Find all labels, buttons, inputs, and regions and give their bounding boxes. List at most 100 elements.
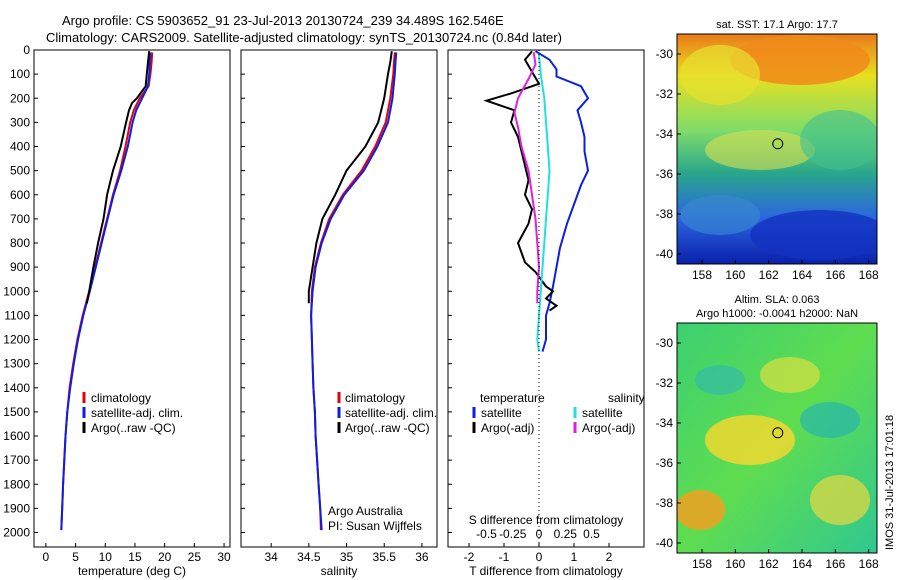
s-axis-label: S difference from climatology (469, 513, 624, 527)
s-tick-label: -0.25 (499, 527, 527, 541)
map-title: sat. SST: 17.1 Argo: 17.7 (716, 19, 838, 31)
y-tick-label: -40 (656, 247, 674, 261)
x-tick-label: 160 (725, 268, 745, 282)
temperature-chart: 0100200300400500600700800900100011001200… (3, 43, 231, 578)
y-tick-label: 0 (23, 43, 30, 57)
sst-cold-patch (680, 195, 760, 235)
legend-label: satellite-adj. clim. (91, 406, 183, 420)
float-marker (772, 138, 784, 150)
x-tick-label: 5 (72, 550, 79, 564)
y-tick-label: 600 (10, 188, 30, 202)
y-tick-label: 300 (10, 115, 30, 129)
salinity-axes (240, 49, 438, 548)
x-tick-label: 164 (792, 268, 812, 282)
y-tick-label: 100 (10, 67, 30, 81)
x-tick-label: 158 (692, 268, 712, 282)
y-tick-label: -36 (656, 456, 674, 470)
x-tick-label: 0 (536, 550, 543, 564)
figure-title-line2: Climatology: CARS2009. Satellite-adjuste… (46, 30, 562, 45)
legend-label: satellite (582, 406, 623, 420)
annotation: PI: Susan Wijffels (328, 519, 422, 533)
y-tick-label: 1500 (3, 405, 30, 419)
y-tick-label: -40 (656, 536, 674, 550)
y-tick-label: -30 (656, 47, 674, 61)
y-tick-label: -36 (656, 167, 674, 181)
legend-label: satellite (481, 406, 522, 420)
x-tick-label: 36 (415, 550, 429, 564)
y-tick-label: 1200 (3, 333, 30, 347)
series-line (483, 50, 559, 312)
legend-title: salinity (608, 391, 645, 405)
y-tick-label: -38 (656, 496, 674, 510)
x-tick-label: 162 (759, 268, 779, 282)
sla-map: 158 160 162 164 166 168 -30 -32 -34 -36 -38 -40 Alti… (656, 294, 879, 571)
legend-label: Argo(..raw -QC) (91, 421, 176, 435)
s-tick-label: 0.5 (583, 527, 600, 541)
sst-green-patch (800, 110, 877, 170)
x-tick-label: 162 (759, 557, 779, 571)
x-tick-label: 10 (99, 550, 113, 564)
series-line (307, 51, 393, 304)
x-tick-label: 2 (606, 550, 613, 564)
sla-map-axes: 158 160 162 164 166 168 -30 -32 -34 -36 -38 -40 Alti… (656, 294, 879, 571)
x-tick-label: 20 (158, 550, 172, 564)
x-tick-label: 0 (43, 550, 50, 564)
series-line (310, 52, 396, 531)
series-line (85, 51, 151, 304)
sst-mid-patch (705, 130, 815, 170)
x-tick-label: 158 (692, 557, 712, 571)
legend-label: satellite-adj. clim. (345, 406, 437, 420)
series-line (534, 50, 590, 352)
x-tick-label: 168 (859, 557, 879, 571)
x-tick-label: 30 (217, 550, 231, 564)
sla-low-patch (800, 402, 860, 438)
y-tick-label: -38 (656, 207, 674, 221)
series-line (310, 52, 398, 531)
y-tick-label: 200 (10, 91, 30, 105)
y-tick-label: 800 (10, 236, 30, 250)
x-tick-label: 25 (188, 550, 202, 564)
sla-low-patch (695, 365, 745, 395)
legend-label: Argo(..raw -QC) (345, 421, 430, 435)
y-tick-label: -30 (656, 336, 674, 350)
series-line (60, 52, 154, 531)
x-tick-label: 1 (571, 550, 578, 564)
series-line (513, 52, 541, 304)
x-tick-label: 35.5 (373, 550, 397, 564)
x-tick-label: 160 (725, 557, 745, 571)
legend-label: Argo(-adj) (481, 421, 534, 435)
y-tick-label: 1300 (3, 357, 30, 371)
y-tick-label: 1100 (4, 308, 30, 322)
x-tick-label: 35 (340, 550, 354, 564)
y-tick-label: 500 (10, 164, 30, 178)
y-tick-label: -32 (656, 376, 674, 390)
x-tick-label: -2 (464, 550, 475, 564)
x-tick-label: 166 (825, 557, 845, 571)
series-line (60, 52, 152, 531)
x-axis-label: salinity (321, 564, 358, 578)
salinity-chart: 34 34.5 35 35.5 36 salinity climatologysatelli… (241, 49, 437, 578)
sla-high-patch (760, 357, 820, 393)
annotation: Argo Australia (328, 504, 403, 518)
legend-title: temperature (480, 391, 545, 405)
x-tick-label: 166 (825, 268, 845, 282)
y-tick-label: 1400 (3, 381, 30, 395)
y-tick-label: 2000 (3, 526, 30, 540)
sst-map: 158 160 162 164 166 168 -30 -32 -34 -36 -38 -40 sat.… (656, 19, 879, 282)
x-axis-label: temperature (deg C) (78, 564, 186, 578)
x-tick-label: 34.5 (297, 550, 321, 564)
y-tick-label: -32 (656, 87, 674, 101)
y-tick-label: 700 (10, 212, 30, 226)
map-title: Altim. SLA: 0.063 (735, 294, 820, 306)
y-tick-label: 400 (10, 140, 30, 154)
temperature-axes (33, 49, 231, 548)
sst-cold-patch (750, 210, 877, 260)
sla-high-patch (705, 415, 795, 465)
x-tick-label: 168 (859, 268, 879, 282)
figure-title-line1: Argo profile: CS 5903652_91 23-Jul-2013 … (62, 13, 504, 28)
y-tick-label: 1000 (3, 284, 30, 298)
sla-high-patch (677, 490, 725, 530)
sst-warm-patch (680, 45, 760, 105)
legend-label: climatology (91, 391, 151, 405)
